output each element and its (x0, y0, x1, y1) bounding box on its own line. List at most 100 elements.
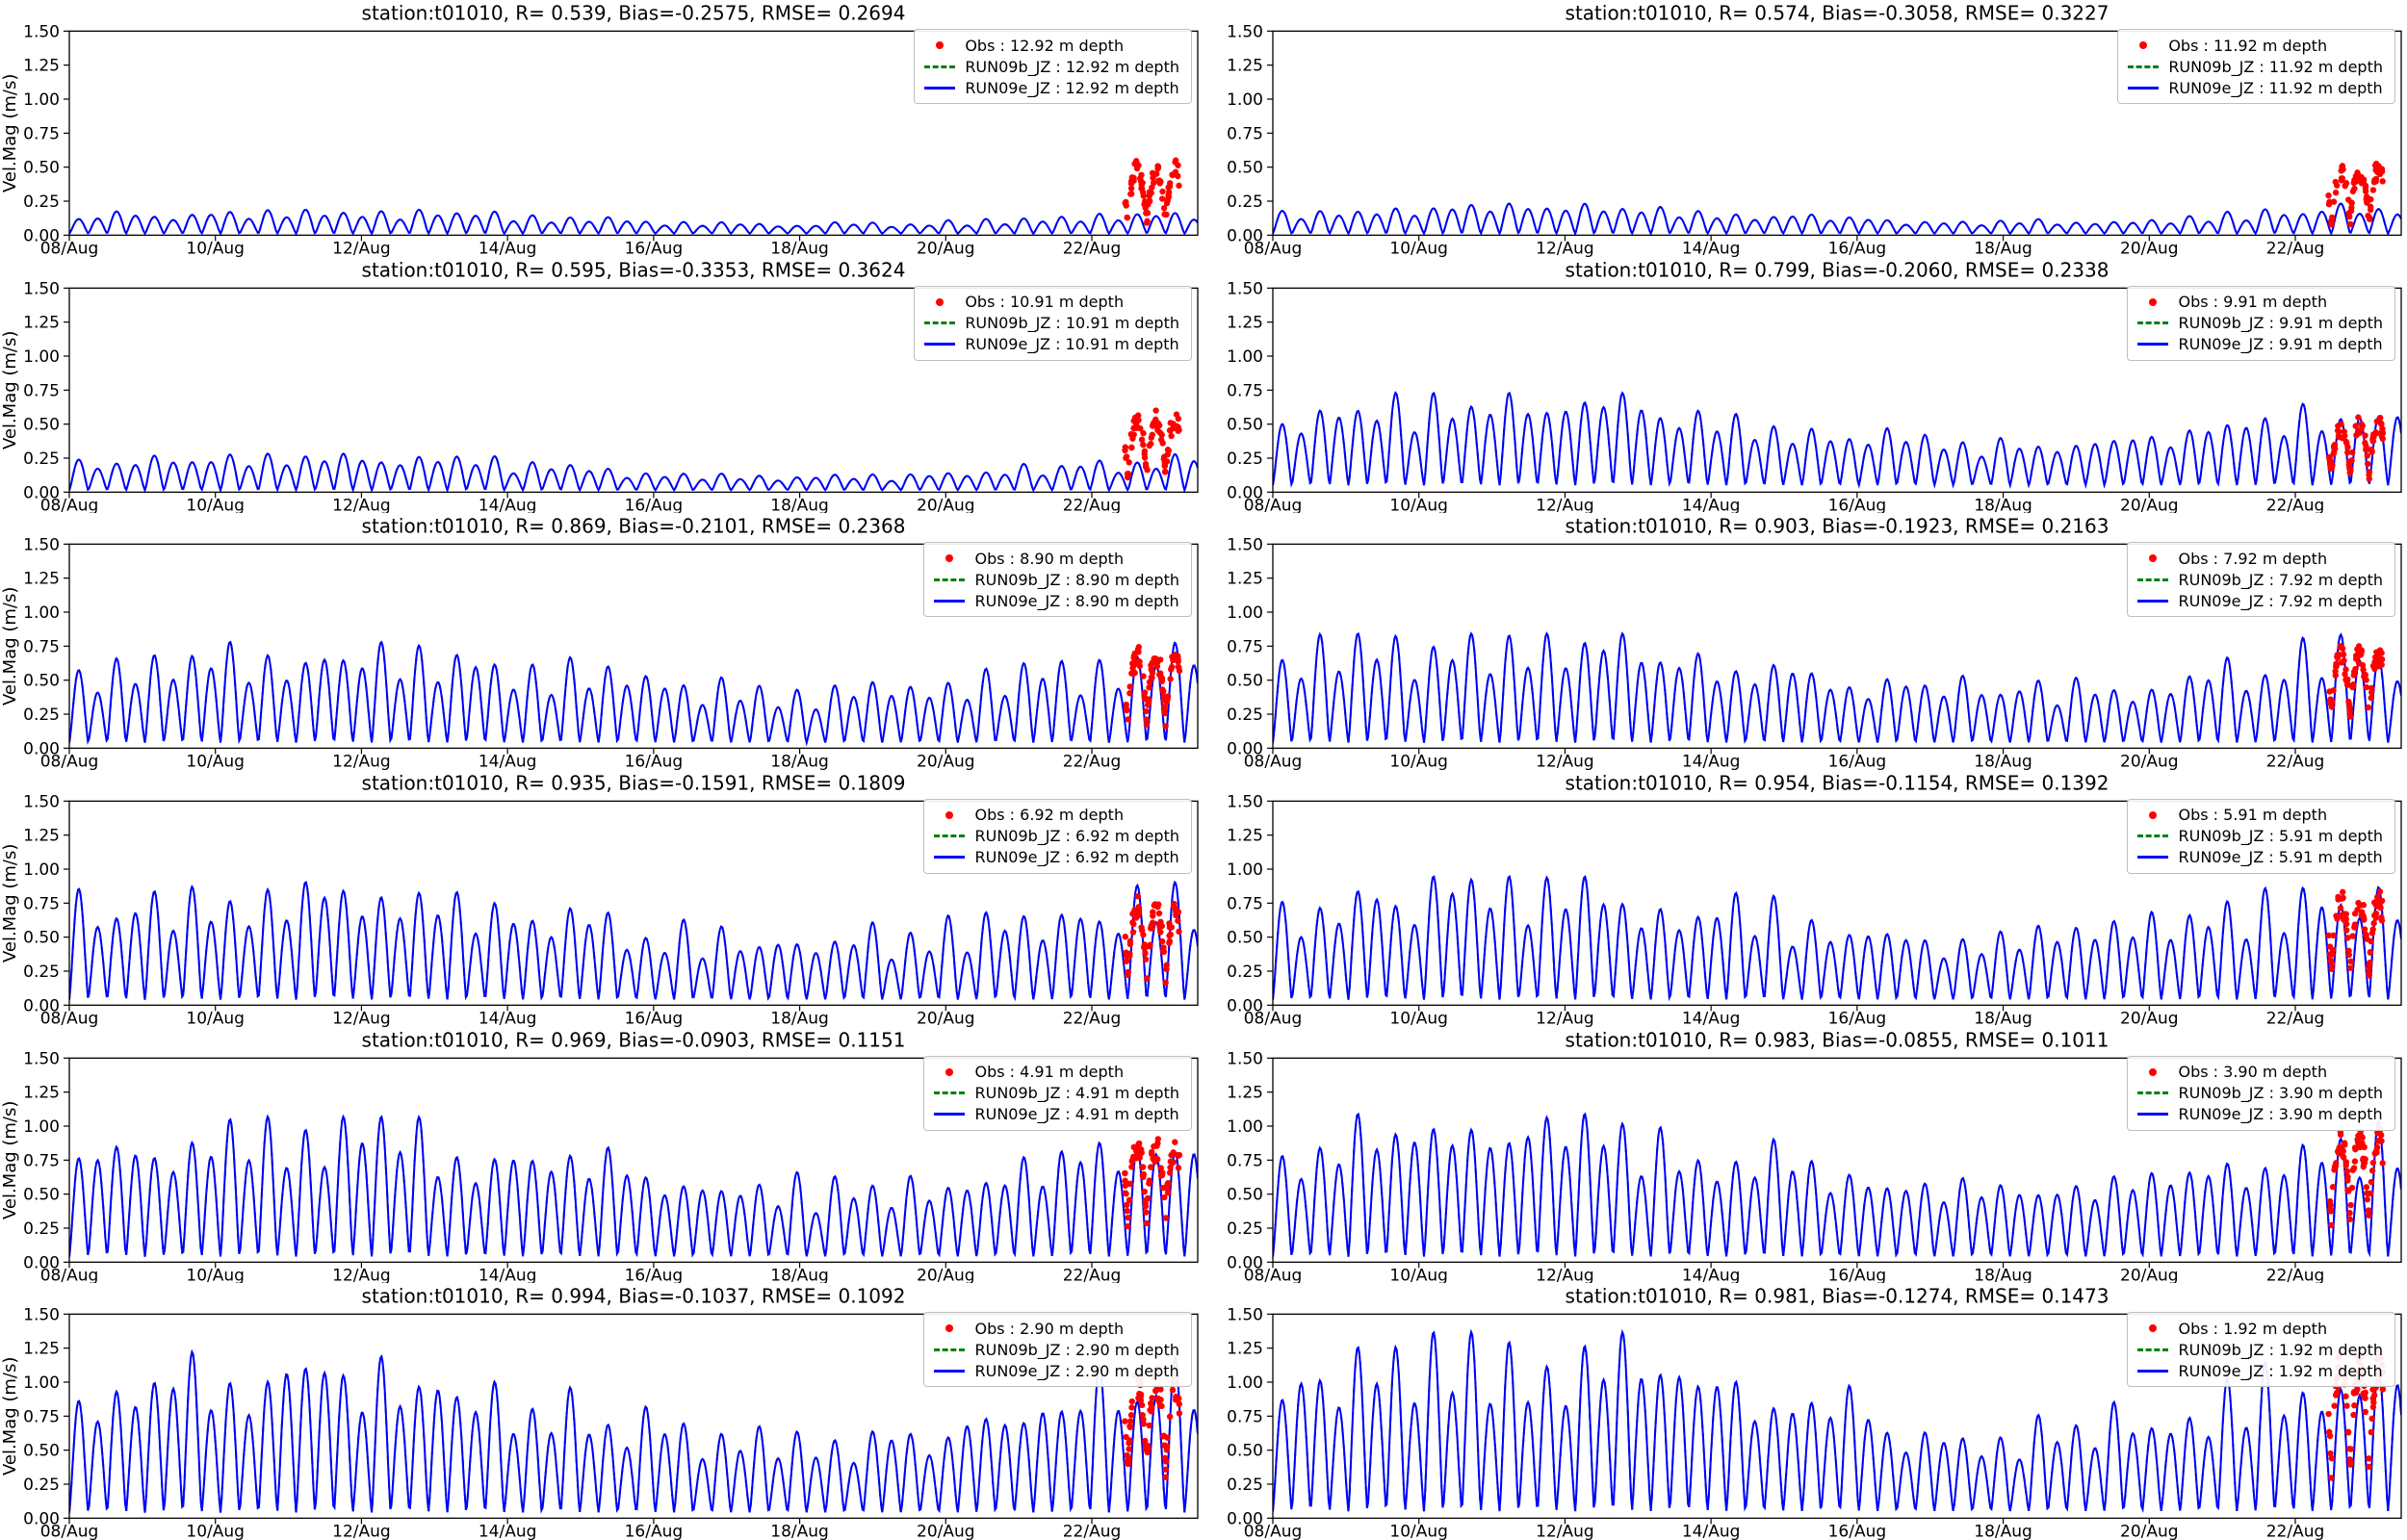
x-tick-label: 22/Aug (2266, 496, 2325, 513)
obs-point (1138, 185, 1146, 192)
x-tick-label: 20/Aug (2120, 1266, 2179, 1283)
obs-point (2354, 171, 2362, 178)
obs-point (1151, 179, 1157, 187)
obs-point (2379, 178, 2386, 185)
panel-title: station:t01010, R= 0.981, Bias=-0.1274, … (1566, 1285, 2109, 1308)
subplot-10: station:t01010, R= 0.983, Bias=-0.0855, … (1204, 1027, 2407, 1283)
x-tick-label: 12/Aug (1536, 1266, 1594, 1283)
obs-point (2328, 1455, 2335, 1462)
y-tick-label: 1.25 (1227, 827, 1263, 846)
x-tick-label: 20/Aug (2120, 239, 2179, 256)
obs-point (2368, 1167, 2376, 1174)
panel-title: station:t01010, R= 0.799, Bias=-0.2060, … (1566, 258, 2109, 281)
legend-entry-obs: Obs : 12.92 m depth (922, 35, 1179, 56)
solid-line-icon (922, 86, 957, 90)
y-tick-label: 1.00 (1227, 347, 1263, 367)
obs-point (1152, 406, 1159, 414)
obs-point (1149, 184, 1155, 191)
obs-dot-icon (2135, 554, 2170, 563)
legend-label-run09b: RUN09b_JZ : 5.91 m depth (2178, 827, 2383, 846)
legend-entry-run09b: RUN09b_JZ : 1.92 m depth (2135, 1339, 2383, 1360)
y-tick-label: 1.50 (23, 279, 60, 298)
obs-point (1142, 956, 1150, 962)
obs-point (2347, 958, 2354, 964)
legend-entry-run09b: RUN09b_JZ : 12.92 m depth (922, 56, 1179, 77)
obs-point (2342, 666, 2349, 674)
y-tick-label: 1.25 (1227, 57, 1263, 76)
obs-point (2343, 927, 2350, 934)
y-tick-label: 0.50 (1227, 415, 1263, 434)
obs-point (2352, 1145, 2359, 1152)
obs-point (2366, 970, 2372, 977)
axes-frame (68, 543, 1199, 750)
obs-point (2347, 1446, 2355, 1453)
y-axis-label: Vel.Mag (m/s) (0, 844, 20, 962)
y-tick-label: 1.50 (1227, 792, 1263, 811)
y-axis-label: Vel.Mag (m/s) (0, 74, 20, 192)
x-tick-label: 16/Aug (1828, 496, 1887, 513)
obs-point (2373, 1143, 2381, 1150)
obs-point (2347, 208, 2355, 215)
obs-point (2333, 1159, 2340, 1167)
obs-point (2373, 429, 2380, 436)
obs-point (2343, 1168, 2351, 1174)
obs-point (1127, 1418, 1134, 1425)
x-tick-label: 08/Aug (40, 1266, 99, 1283)
obs-point (2344, 935, 2351, 941)
x-tick-label: 08/Aug (1244, 753, 1303, 770)
subplot-6: station:t01010, R= 0.903, Bias=-0.1923, … (1204, 513, 2407, 770)
obs-point (1133, 421, 1140, 427)
y-tick-label: 1.50 (23, 1049, 60, 1068)
axes-frame (68, 30, 1199, 236)
obs-point (1126, 1180, 1133, 1187)
subplot-3: station:t01010, R= 0.595, Bias=-0.3353, … (0, 257, 1204, 513)
obs-point (2352, 423, 2359, 429)
obs-point (1142, 1438, 1149, 1445)
y-tick-label: 0.75 (23, 894, 60, 913)
obs-point (1131, 160, 1138, 167)
plot-area: 0.00 0.25 0.50 0.75 1.00 1.25 1.50 08/Aug 10/Aug… (23, 22, 1199, 257)
y-tick-label: 0.75 (1227, 381, 1263, 400)
solid-line-icon (2135, 599, 2170, 603)
obs-point (1138, 1149, 1145, 1156)
x-tick-label: 20/Aug (917, 496, 975, 513)
solid-line-icon (932, 1369, 967, 1373)
obs-point (1123, 949, 1129, 956)
y-tick-label: 0.00 (1227, 1253, 1263, 1272)
x-tick-label: 08/Aug (40, 1523, 99, 1540)
obs-points (2326, 1123, 2386, 1228)
obs-point (2347, 467, 2354, 474)
obs-point (2364, 451, 2370, 459)
legend: Obs : 12.92 m depth RUN09b_JZ : 12.92 m … (914, 29, 1192, 104)
obs-point (1126, 1196, 1133, 1203)
plot-area: 0.00 0.25 0.50 0.75 1.00 1.25 1.50 08/Aug 10/Aug… (23, 1306, 1199, 1540)
model-line-run09e (69, 880, 1198, 1001)
obs-point (2375, 163, 2382, 169)
obs-point (1155, 177, 1162, 185)
obs-point (1122, 1418, 1128, 1425)
y-tick-label: 1.25 (23, 1083, 60, 1102)
obs-point (1149, 431, 1156, 438)
obs-point (2338, 421, 2344, 427)
obs-point (1159, 937, 1166, 945)
y-axis-label: Vel.Mag (m/s) (0, 330, 20, 449)
obs-point (2361, 926, 2368, 933)
obs-point (2375, 663, 2383, 670)
obs-point (1123, 958, 1130, 964)
x-tick-label: 12/Aug (1536, 1009, 1594, 1026)
x-tick-label: 10/Aug (1389, 239, 1448, 256)
obs-point (2368, 1178, 2375, 1185)
x-tick-label: 22/Aug (2266, 753, 2325, 770)
legend-label-obs: Obs : 11.92 m depth (2168, 36, 2328, 55)
obs-point (2375, 1138, 2382, 1144)
x-tick-label: 18/Aug (770, 753, 829, 770)
obs-point (1167, 676, 1174, 682)
obs-point (2353, 431, 2360, 438)
y-tick-label: 1.50 (1227, 1049, 1263, 1068)
legend-label-run09b: RUN09b_JZ : 12.92 m depth (965, 57, 1179, 76)
y-tick-label: 0.25 (23, 962, 60, 982)
obs-point (1150, 169, 1156, 177)
obs-point (1162, 979, 1169, 987)
y-tick-label: 0.50 (1227, 1185, 1263, 1204)
subplot-12: station:t01010, R= 0.981, Bias=-0.1274, … (1204, 1283, 2407, 1540)
